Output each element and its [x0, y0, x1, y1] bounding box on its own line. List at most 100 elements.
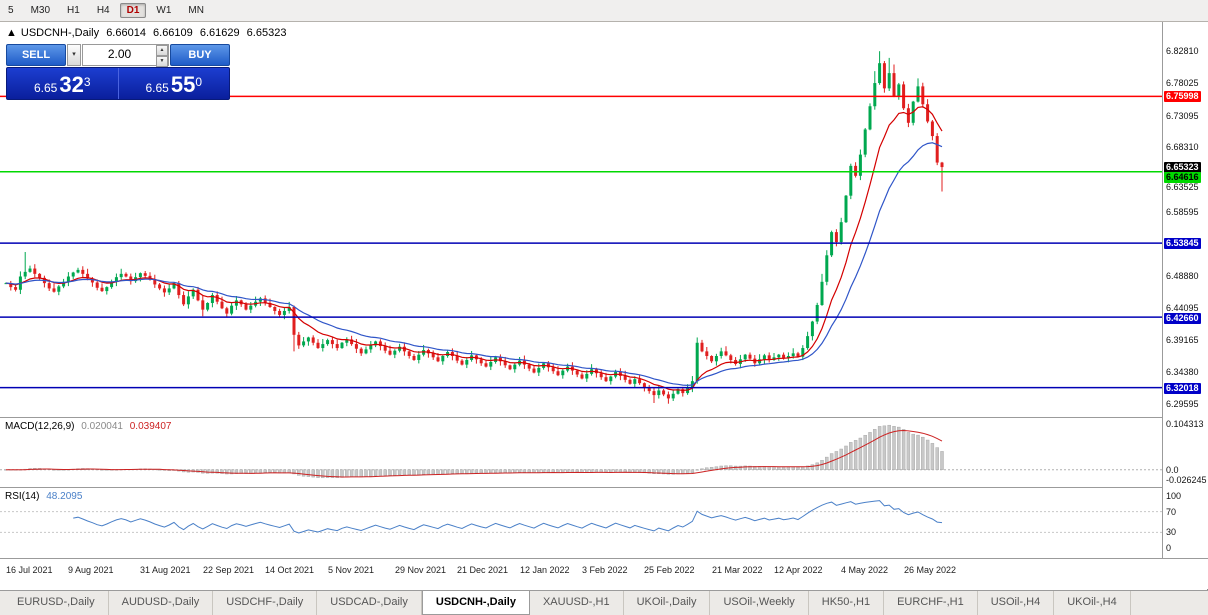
macd-indicator-label: MACD(12,26,9) 0.020041 0.039407: [5, 421, 175, 432]
price-marker-label: 6.65323: [1164, 162, 1201, 173]
rsi-level-label: 0: [1166, 543, 1172, 553]
candlestick-series: [4, 51, 944, 404]
macd-signal-value: 0.039407: [129, 421, 172, 432]
price-tick-label: 6.39165: [1166, 335, 1199, 345]
sell-button[interactable]: SELL: [6, 44, 66, 66]
timeframe-toolbar: 5 M30 H1 H4 D1 W1 MN: [0, 0, 1208, 22]
timeframe-button-h1[interactable]: H1: [67, 5, 80, 16]
timeframe-button-5[interactable]: 5: [8, 5, 14, 16]
date-tick-label: 14 Oct 2021: [265, 565, 315, 575]
macd-max-label: 0.104313: [1166, 419, 1204, 429]
price-tick-label: 6.73095: [1166, 111, 1199, 121]
rsi-level-label: 100: [1166, 491, 1182, 501]
panel-separator[interactable]: [0, 417, 1208, 418]
price-marker-label: 6.42660: [1164, 313, 1201, 324]
price-tick-label: 6.48880: [1166, 271, 1199, 281]
rsi-line: [73, 500, 943, 534]
buy-button[interactable]: BUY: [170, 44, 230, 66]
rsi-level-label: 30: [1166, 527, 1177, 537]
date-tick-label: 29 Nov 2021: [395, 565, 447, 575]
date-tick-label: 25 Feb 2022: [644, 565, 695, 575]
rsi-name: RSI(14): [5, 491, 40, 502]
moving-average-line-10: [5, 106, 943, 392]
chart-tab[interactable]: EURCHF-,H1: [884, 591, 978, 615]
macd-min-label: -0.026245: [1166, 475, 1207, 485]
macd-indicator-panel[interactable]: [0, 418, 1163, 487]
sell-price-button[interactable]: 6.65 32 3: [7, 68, 119, 99]
rsi-level-label: 70: [1166, 507, 1177, 517]
chart-tab-bar: EURUSD-,Daily AUDUSD-,Daily USDCHF-,Daily U…: [0, 590, 1208, 615]
price-tick-label: 6.58595: [1166, 207, 1199, 217]
price-marker-label: 6.64616: [1164, 172, 1201, 183]
panel-separator: [0, 558, 1208, 559]
date-tick-label: 4 May 2022: [841, 565, 889, 575]
one-click-trading-panel: SELL ▾ 2.00 ▲ ▼ BUY 6.65 32 3 6.65 55 0: [6, 44, 230, 100]
rsi-value: 48.2095: [46, 491, 83, 502]
collapse-triangle-icon[interactable]: ▲: [6, 27, 17, 39]
chart-tab[interactable]: UKOil-,H4: [1054, 591, 1131, 615]
lot-increase-icon[interactable]: ▲: [156, 45, 168, 56]
rsi-indicator-panel[interactable]: [0, 488, 1163, 558]
price-scale[interactable]: 6.82810 6.78025 6.75998 6.73095 6.68310 6.653…: [1163, 22, 1208, 558]
date-tick-label: 16 Jul 2021: [6, 565, 53, 575]
chart-tab[interactable]: EURUSD-,Daily: [4, 591, 109, 615]
date-tick-label: 3 Feb 2022: [582, 565, 628, 575]
price-tick-label: 6.44095: [1166, 303, 1199, 313]
buy-price-base: 6.65: [145, 81, 169, 95]
price-tick-label: 6.63525: [1166, 182, 1199, 192]
date-tick-label: 9 Aug 2021: [68, 565, 114, 575]
macd-main-value: 0.020041: [81, 421, 123, 432]
lot-size-field: 2.00 ▲ ▼: [82, 44, 169, 67]
sell-price-base: 6.65: [33, 81, 58, 95]
lot-decrease-icon[interactable]: ▼: [156, 56, 168, 67]
date-tick-label: 21 Dec 2021: [457, 565, 509, 575]
ohlc-low: 6.61629: [199, 27, 240, 39]
price-tick-label: 6.34380: [1166, 367, 1199, 377]
buy-price-point: 0: [195, 75, 203, 89]
macd-signal-line: [6, 429, 943, 478]
chart-tab[interactable]: UKOil-,Daily: [624, 591, 711, 615]
timeframe-button-d1[interactable]: D1: [119, 3, 147, 18]
panel-separator[interactable]: [0, 487, 1208, 488]
price-tick-label: 6.82810: [1166, 46, 1199, 56]
ohlc-high: 6.66109: [153, 27, 193, 39]
buy-price-button[interactable]: 6.65 55 0: [119, 68, 230, 99]
chart-tab[interactable]: HK50-,H1: [809, 591, 885, 615]
rsi-indicator-label: RSI(14) 48.2095: [5, 491, 86, 502]
timeframe-button-h4[interactable]: H4: [96, 5, 110, 16]
moving-average-line-21: [5, 142, 943, 387]
price-tick-label: 6.78025: [1166, 78, 1199, 88]
macd-name: MACD(12,26,9): [5, 421, 75, 432]
date-tick-label: 26 May 2022: [904, 565, 957, 575]
timeframe-button-w1[interactable]: W1: [156, 5, 172, 16]
chart-tab[interactable]: USDCHF-,Daily: [213, 591, 318, 615]
price-marker-label: 6.53845: [1164, 238, 1201, 249]
chart-tab[interactable]: AUDUSD-,Daily: [109, 591, 214, 615]
macd-zero-label: 0.0: [1166, 465, 1179, 475]
date-tick-label: 5 Nov 2021: [328, 565, 375, 575]
chart-tab[interactable]: USOil-,Weekly: [710, 591, 809, 615]
chart-tab[interactable]: XAUUSD-,H1: [530, 591, 624, 615]
timeframe-button-mn[interactable]: MN: [188, 5, 204, 16]
price-axis-separator: [1162, 22, 1163, 558]
chart-tab[interactable]: USOil-,H4: [978, 591, 1055, 615]
chart-tab[interactable]: USDCNH-,Daily: [421, 591, 530, 615]
lot-size-input[interactable]: 2.00: [107, 47, 132, 61]
price-marker-label: 6.75998: [1164, 91, 1201, 102]
chart-tab[interactable]: USDCAD-,Daily: [317, 591, 422, 615]
price-tick-label: 6.29595: [1166, 399, 1199, 409]
sell-price-pips: 32: [59, 72, 84, 97]
ohlc-open: 6.66014: [106, 27, 146, 39]
date-tick-label: 22 Sep 2021: [203, 565, 255, 575]
date-tick-label: 12 Apr 2022: [774, 565, 823, 575]
date-tick-label: 31 Aug 2021: [140, 565, 191, 575]
ohlc-close: 6.65323: [246, 27, 287, 39]
buy-price-pips: 55: [170, 72, 196, 97]
time-scale[interactable]: 16 Jul 2021 9 Aug 2021 31 Aug 2021 22 Sep 2…: [0, 559, 1208, 589]
price-tick-label: 6.68310: [1166, 142, 1199, 152]
date-tick-label: 21 Mar 2022: [712, 565, 763, 575]
lot-dropdown-icon[interactable]: ▾: [67, 44, 81, 66]
chart-symbol-period: USDCNH-,Daily: [20, 27, 100, 39]
timeframe-button-m30[interactable]: M30: [30, 5, 51, 16]
